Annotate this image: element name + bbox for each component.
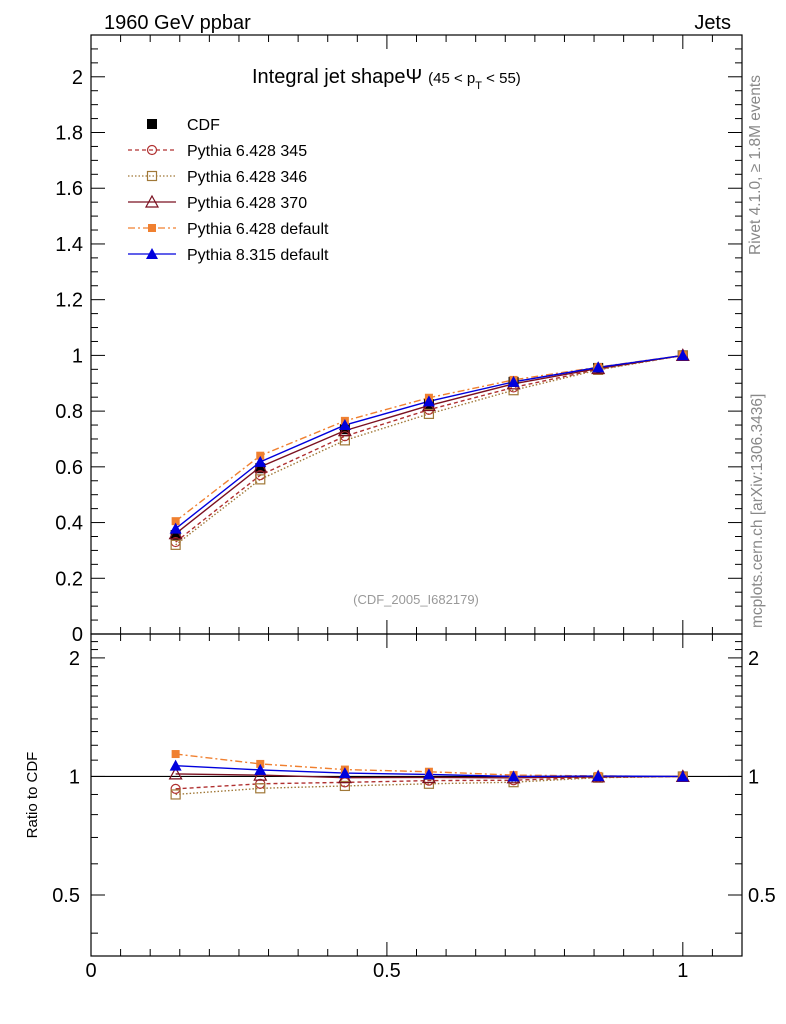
series-line bbox=[175, 354, 683, 546]
ratio-y-tick-label-right: 1 bbox=[748, 766, 759, 788]
ratio-data-point bbox=[254, 763, 267, 775]
legend-marker bbox=[148, 224, 156, 232]
ratio-y-tick-label: 2 bbox=[69, 648, 80, 670]
legend-marker bbox=[146, 170, 158, 182]
legend: CDF Pythia 6.428 345 Pythia 6.428 346 Pythi… bbox=[128, 117, 329, 264]
ratio-data-point bbox=[168, 766, 183, 780]
data-point bbox=[676, 349, 689, 361]
ratio-y-tick-label: 1 bbox=[69, 766, 80, 788]
data-point bbox=[256, 451, 265, 460]
header-right: Jets bbox=[694, 12, 731, 34]
ratio-data-point bbox=[676, 770, 689, 782]
ratio-data-point bbox=[338, 767, 351, 779]
data-point bbox=[507, 375, 520, 387]
legend-label: Pythia 8.315 default bbox=[187, 247, 329, 264]
y-tick-label: 0 bbox=[72, 624, 83, 646]
data-point bbox=[170, 539, 181, 550]
y-tick-label: 1.4 bbox=[55, 234, 83, 256]
ratio-y-tick-label-right: 0.5 bbox=[748, 885, 776, 907]
y-tick-label: 1.8 bbox=[55, 123, 83, 145]
y-tick-label: 0.4 bbox=[55, 513, 83, 535]
y-tick-label: 0.2 bbox=[55, 568, 83, 590]
legend-marker bbox=[147, 119, 157, 129]
x-tick-label: 0.5 bbox=[373, 960, 401, 982]
ratio-data-point bbox=[422, 768, 435, 780]
ratio-y-tick-label: 0.5 bbox=[52, 885, 80, 907]
ratio-axis-label: Ratio to CDF bbox=[24, 752, 41, 839]
ratio-data-point bbox=[592, 770, 605, 782]
ratio-plot-frame bbox=[90, 633, 743, 957]
legend-marker bbox=[146, 144, 158, 156]
data-point bbox=[423, 408, 435, 420]
legend-label: CDF bbox=[187, 117, 220, 134]
legend-marker bbox=[144, 194, 160, 208]
legend-label: Pythia 6.428 346 bbox=[187, 169, 307, 186]
ratio-y-tick-label-right: 2 bbox=[748, 648, 759, 670]
ratio-data-point bbox=[170, 789, 181, 800]
y-tick-label: 1.2 bbox=[55, 290, 83, 312]
series-line bbox=[175, 354, 683, 535]
chart-title: Integral jet shapeΨ (45 < pT < 55) bbox=[252, 66, 521, 92]
mcplots-label: mcplots.cern.ch [arXiv:1306.3436] bbox=[749, 394, 766, 628]
ratio-series-group bbox=[168, 750, 690, 800]
y-tick-label: 2 bbox=[72, 67, 83, 89]
analysis-id-label: (CDF_2005_I682179) bbox=[353, 592, 479, 607]
data-point bbox=[170, 530, 181, 541]
data-point bbox=[171, 517, 180, 526]
series-line bbox=[175, 354, 683, 522]
ratio-data-point bbox=[169, 759, 182, 771]
data-point bbox=[255, 463, 266, 474]
data-point bbox=[255, 474, 266, 485]
y-tick-label: 1 bbox=[72, 345, 83, 367]
legend-label: Pythia 6.428 345 bbox=[187, 143, 307, 160]
ratio-data-point bbox=[171, 750, 180, 759]
data-point bbox=[169, 522, 182, 534]
rivet-version-label: Rivet 4.1.0, ≥ 1.8M events bbox=[747, 75, 764, 255]
header-left: 1960 GeV ppbar bbox=[104, 12, 251, 34]
ratio-data-point bbox=[255, 783, 266, 794]
series-line bbox=[175, 354, 683, 530]
legend-label: Pythia 6.428 370 bbox=[187, 195, 307, 212]
y-tick-label: 0.6 bbox=[55, 457, 83, 479]
x-tick-label: 1 bbox=[677, 960, 688, 982]
main-axis-ticks: 0 0.2 0.4 0.6 0.8 1 1.2 1.4 1.6 1.8 2 bbox=[55, 35, 743, 646]
data-point bbox=[422, 395, 435, 407]
legend-marker bbox=[146, 248, 158, 259]
data-point bbox=[592, 361, 605, 373]
data-point bbox=[337, 423, 352, 437]
ratio-axis-ticks: 0.5 0.5 1 1 2 2 0 0.5 1 bbox=[52, 634, 776, 982]
y-tick-label: 1.6 bbox=[55, 178, 83, 200]
data-point bbox=[338, 419, 351, 431]
ratio-data-point bbox=[339, 780, 350, 792]
series-line bbox=[175, 354, 683, 543]
x-tick-label: 0 bbox=[85, 960, 96, 982]
main-series-group bbox=[168, 348, 690, 550]
ratio-data-point bbox=[507, 770, 520, 782]
ratio-data-point bbox=[170, 783, 181, 794]
data-point bbox=[254, 455, 267, 467]
legend-label: Pythia 6.428 default bbox=[187, 221, 329, 238]
y-tick-label: 0.8 bbox=[55, 401, 83, 423]
